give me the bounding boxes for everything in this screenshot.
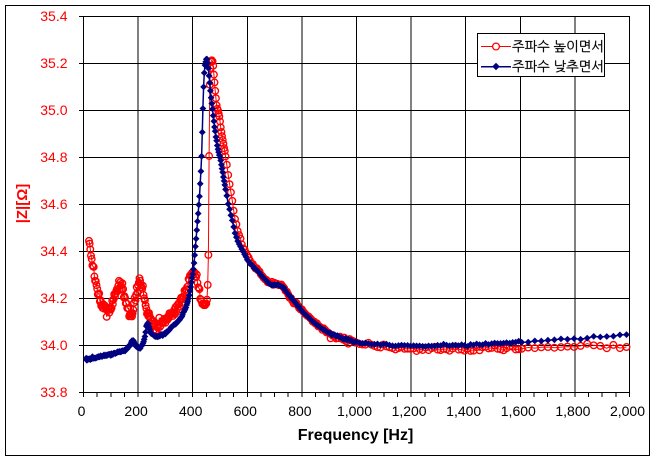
svg-text:33.8: 33.8: [40, 384, 67, 400]
svg-text:2,000: 2,000: [610, 403, 645, 419]
svg-text:1,800: 1,800: [555, 403, 590, 419]
svg-text:1,200: 1,200: [392, 403, 427, 419]
svg-text:35.4: 35.4: [40, 8, 67, 24]
svg-text:34.4: 34.4: [40, 243, 67, 259]
svg-text:1,400: 1,400: [446, 403, 481, 419]
svg-text:200: 200: [124, 403, 148, 419]
svg-text:34.8: 34.8: [40, 149, 67, 165]
svg-text:600: 600: [234, 403, 258, 419]
svg-text:34.2: 34.2: [40, 290, 67, 306]
svg-text:34.0: 34.0: [40, 337, 67, 353]
svg-text:|Z|[Ω]: |Z|[Ω]: [14, 184, 31, 224]
svg-text:0: 0: [78, 403, 86, 419]
svg-text:34.6: 34.6: [40, 196, 67, 212]
svg-text:35.2: 35.2: [40, 55, 67, 71]
svg-text:1,600: 1,600: [501, 403, 536, 419]
svg-text:800: 800: [288, 403, 312, 419]
svg-text:400: 400: [179, 403, 203, 419]
svg-text:Frequency [Hz]: Frequency [Hz]: [298, 427, 414, 444]
svg-text:35.0: 35.0: [40, 102, 67, 118]
svg-text:1,000: 1,000: [337, 403, 372, 419]
